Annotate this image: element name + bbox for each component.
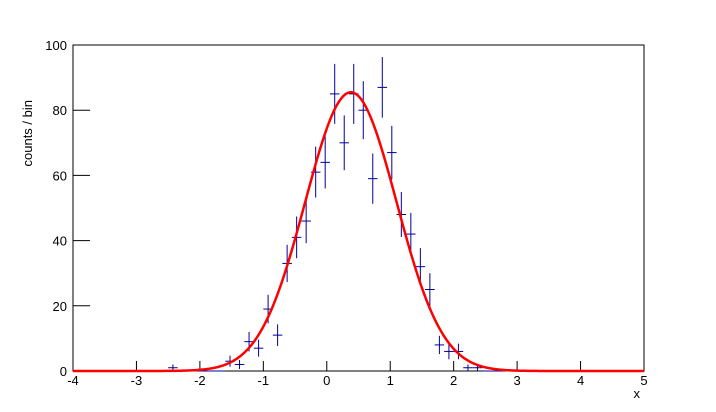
x-tick-label: 1: [387, 373, 394, 388]
x-tick-label: -1: [258, 373, 270, 388]
x-axis-label: x: [634, 386, 641, 401]
y-tick-label: 80: [53, 103, 67, 118]
x-tick-label: -2: [194, 373, 206, 388]
x-tick-label: 2: [450, 373, 457, 388]
x-tick-label: 4: [577, 373, 584, 388]
y-tick-label: 20: [53, 299, 67, 314]
plot-frame: [72, 44, 645, 372]
y-tick-label: 0: [60, 364, 67, 379]
x-tick-label: 5: [640, 373, 647, 388]
y-axis-label: counts / bin: [20, 100, 35, 167]
y-tick-label: 60: [53, 168, 67, 183]
y-tick-label: 100: [45, 38, 67, 53]
x-tick-label: 3: [513, 373, 520, 388]
x-tick-label: -4: [67, 373, 79, 388]
x-tick-label: -3: [131, 373, 143, 388]
x-tick-label: 0: [323, 373, 330, 388]
fit-curve: [73, 91, 644, 373]
y-tick-label: 40: [53, 234, 67, 249]
